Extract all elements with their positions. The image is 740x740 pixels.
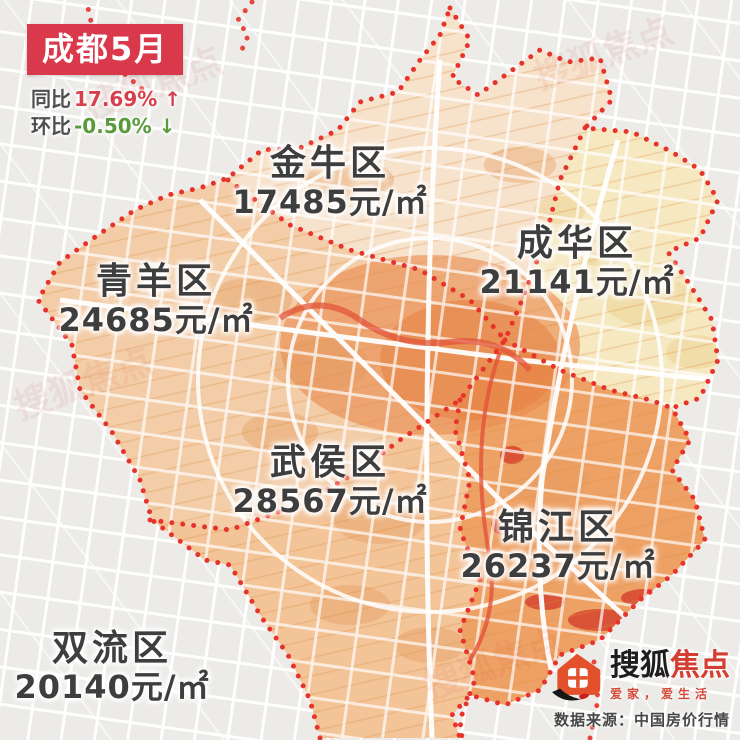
district-price: 28567元/㎡ [232, 481, 428, 520]
brand-row: 搜狐焦点 爱家，爱生活 [550, 651, 730, 702]
district-label-wuhou: 武侯区 28567元/㎡ [232, 443, 427, 519]
district-label-jinjiang: 锦江区 26237元/㎡ [460, 508, 655, 584]
boundary-jinniu-chenghua [502, 125, 588, 343]
district-label-jinniu: 金牛区 17485元/㎡ [232, 144, 427, 220]
yoy-value: 17.69% ↑ [74, 87, 182, 111]
district-price: 21141元/㎡ [479, 262, 675, 301]
yoy-label: 同比 [31, 87, 71, 111]
boundary-fragment-top [234, 0, 255, 57]
data-source-note: 数据来源：中国房价行情 [553, 711, 730, 729]
district-label-shuangliu: 双流区 20140元/㎡ [14, 629, 209, 705]
district-name: 成华区 [516, 223, 637, 264]
brand-tagline: 爱家，爱生活 [610, 687, 713, 701]
sohu-focus-house-icon [552, 653, 601, 701]
brand-name: 搜狐焦点 [610, 651, 730, 681]
price-change-stats: 同比 17.69% ↑ 环比 -0.50% ↓ [31, 86, 181, 140]
district-label-qingyang: 青羊区 24685元/㎡ [58, 262, 253, 338]
footer-brand-block: 搜狐焦点 爱家，爱生活 数据来源：中国房价行情 [550, 651, 730, 730]
district-name: 金牛区 [269, 143, 390, 184]
district-name: 武侯区 [269, 442, 390, 483]
district-price: 17485元/㎡ [232, 182, 428, 221]
mom-row: 环比 -0.50% ↓ [31, 113, 181, 140]
district-name: 锦江区 [497, 507, 618, 548]
metro-outer-boundary [35, 5, 721, 740]
district-label-chenghua: 成华区 21141元/㎡ [479, 224, 674, 300]
district-boundaries [35, 0, 721, 740]
boundary-wuhou-jinjiang [452, 397, 483, 740]
district-price: 20140元/㎡ [14, 667, 210, 706]
boundary-jinniu-qingyang [225, 177, 508, 343]
title-banner: 成都5月 [27, 24, 184, 75]
arterial-roads [59, 59, 716, 738]
district-name: 双流区 [51, 628, 172, 669]
ring-roads [196, 146, 664, 614]
district-price: 26237元/㎡ [460, 546, 656, 585]
boundary-fragment-northwest [85, 5, 153, 99]
brand-sohu: 搜狐 [610, 648, 670, 683]
boundary-chenghua-jinjiang [502, 337, 675, 411]
district-name: 青羊区 [95, 261, 216, 302]
district-price: 24685元/㎡ [58, 300, 254, 339]
river [278, 302, 533, 662]
brand-text: 搜狐焦点 爱家，爱生活 [610, 651, 730, 702]
brand-focus: 焦点 [670, 648, 730, 683]
mom-value: -0.50% ↓ [74, 114, 176, 138]
mom-label: 环比 [31, 114, 71, 138]
yoy-row: 同比 17.69% ↑ [31, 86, 181, 113]
